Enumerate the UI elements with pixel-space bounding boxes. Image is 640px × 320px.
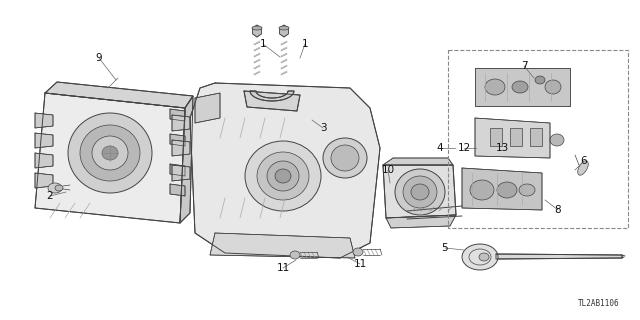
Ellipse shape xyxy=(80,125,140,181)
Polygon shape xyxy=(172,140,190,156)
Polygon shape xyxy=(496,254,622,259)
Ellipse shape xyxy=(535,76,545,84)
Bar xyxy=(530,128,542,146)
Ellipse shape xyxy=(403,176,437,208)
Ellipse shape xyxy=(252,26,262,30)
Polygon shape xyxy=(35,133,53,148)
Ellipse shape xyxy=(485,79,505,95)
Ellipse shape xyxy=(470,180,494,200)
Polygon shape xyxy=(383,165,456,218)
Ellipse shape xyxy=(55,185,63,191)
Ellipse shape xyxy=(102,146,118,160)
Text: 13: 13 xyxy=(495,143,509,153)
Ellipse shape xyxy=(512,81,528,93)
Polygon shape xyxy=(250,91,294,101)
Ellipse shape xyxy=(68,113,152,193)
Bar xyxy=(448,50,628,228)
Text: 5: 5 xyxy=(442,243,448,253)
Text: TL2AB1106: TL2AB1106 xyxy=(579,299,620,308)
Polygon shape xyxy=(170,109,185,121)
Polygon shape xyxy=(180,96,193,223)
Ellipse shape xyxy=(462,244,498,270)
Ellipse shape xyxy=(550,134,564,146)
Text: 4: 4 xyxy=(436,143,444,153)
Text: 6: 6 xyxy=(580,156,588,166)
Polygon shape xyxy=(172,115,190,131)
Ellipse shape xyxy=(353,248,363,256)
Polygon shape xyxy=(210,233,355,258)
Bar xyxy=(490,128,502,146)
Polygon shape xyxy=(190,83,380,258)
Ellipse shape xyxy=(479,253,489,261)
Ellipse shape xyxy=(395,169,445,215)
Ellipse shape xyxy=(279,26,289,30)
Polygon shape xyxy=(280,25,289,37)
Polygon shape xyxy=(170,164,185,176)
Polygon shape xyxy=(195,93,220,123)
Polygon shape xyxy=(170,184,185,196)
Text: 12: 12 xyxy=(458,143,470,153)
Ellipse shape xyxy=(267,161,299,191)
Ellipse shape xyxy=(545,80,561,94)
Polygon shape xyxy=(172,165,190,181)
Polygon shape xyxy=(35,93,185,223)
Text: 2: 2 xyxy=(47,191,53,201)
Polygon shape xyxy=(386,215,456,228)
Polygon shape xyxy=(475,118,550,158)
Polygon shape xyxy=(244,91,300,111)
Text: 8: 8 xyxy=(555,205,561,215)
Polygon shape xyxy=(170,134,185,146)
Ellipse shape xyxy=(519,184,535,196)
Polygon shape xyxy=(35,173,53,188)
Polygon shape xyxy=(462,168,542,210)
Ellipse shape xyxy=(497,182,517,198)
Bar xyxy=(510,128,522,146)
Polygon shape xyxy=(35,153,53,168)
Ellipse shape xyxy=(245,141,321,211)
Text: 1: 1 xyxy=(301,39,308,49)
Polygon shape xyxy=(35,113,53,128)
Text: 1: 1 xyxy=(260,39,266,49)
Ellipse shape xyxy=(290,251,300,259)
Ellipse shape xyxy=(578,161,588,175)
Text: 7: 7 xyxy=(521,61,527,71)
Ellipse shape xyxy=(323,138,367,178)
Text: 10: 10 xyxy=(381,165,395,175)
Text: 11: 11 xyxy=(276,263,290,273)
Polygon shape xyxy=(253,25,261,37)
Text: 3: 3 xyxy=(320,123,326,133)
Ellipse shape xyxy=(92,136,128,170)
Text: 11: 11 xyxy=(353,259,367,269)
Polygon shape xyxy=(45,82,193,108)
Polygon shape xyxy=(475,68,570,106)
Ellipse shape xyxy=(275,169,291,183)
Polygon shape xyxy=(383,158,453,165)
Ellipse shape xyxy=(48,183,62,193)
Ellipse shape xyxy=(331,145,359,171)
Text: 9: 9 xyxy=(96,53,102,63)
Ellipse shape xyxy=(257,152,309,200)
Ellipse shape xyxy=(411,184,429,200)
